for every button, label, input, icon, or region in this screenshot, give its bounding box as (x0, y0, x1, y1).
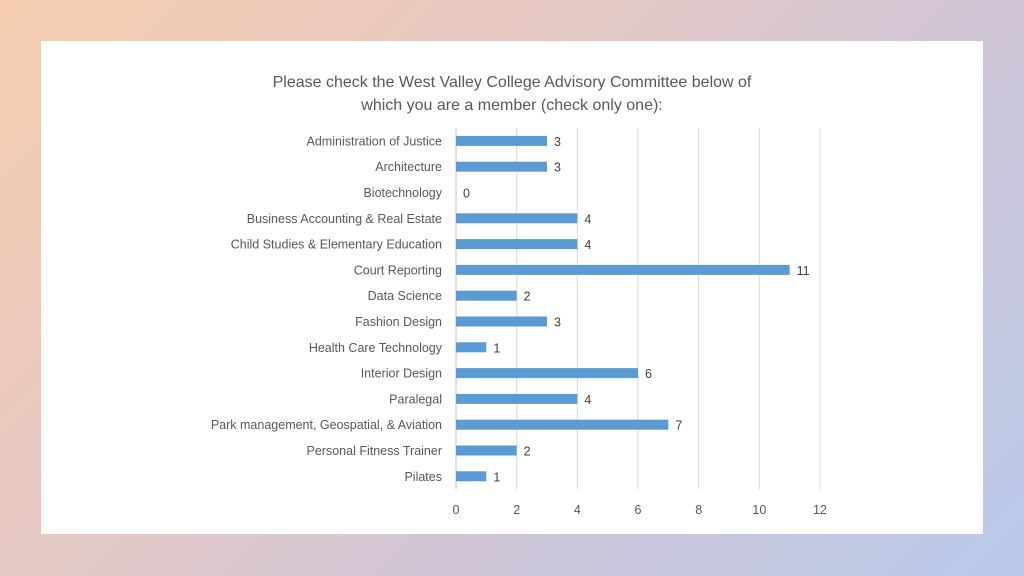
data-label: 1 (493, 341, 500, 355)
category-label: Personal Fitness Trainer (307, 444, 442, 458)
bar-chart-plot: Administration of Justice Architecture Bio… (211, 128, 827, 517)
bar (456, 471, 487, 482)
bar (456, 445, 517, 456)
category-label: Paralegal (389, 392, 442, 406)
x-tick-label: 6 (635, 503, 642, 517)
category-label: Child Studies & Elementary Education (231, 238, 442, 252)
gridlines (455, 128, 821, 490)
category-label: Business Accounting & Real Estate (247, 212, 442, 226)
data-label: 11 (797, 264, 810, 278)
data-label: 3 (554, 316, 561, 330)
data-label: 3 (554, 135, 561, 149)
bar (456, 316, 547, 327)
data-label: 2 (524, 445, 531, 459)
data-label: 4 (584, 238, 591, 252)
bar (456, 213, 578, 224)
chart-title-line-1: Please check the West Valley College Adv… (272, 74, 752, 91)
bar (456, 161, 547, 172)
bar (456, 342, 487, 353)
x-tick-label: 8 (695, 503, 702, 517)
x-tick-label: 4 (574, 503, 581, 517)
category-label: Pilates (404, 470, 442, 484)
bars (456, 135, 790, 482)
category-label: Administration of Justice (307, 134, 443, 148)
category-label: Health Care Technology (309, 341, 443, 355)
x-tick-labels: 0 2 4 6 8 10 12 (453, 503, 827, 517)
data-label: 6 (645, 367, 652, 381)
x-tick-label: 0 (453, 503, 460, 517)
category-label: Data Science (368, 289, 442, 303)
data-label: 3 (554, 161, 561, 175)
category-label: Interior Design (361, 367, 442, 381)
x-tick-label: 10 (752, 503, 766, 517)
bar (456, 135, 547, 146)
data-label: 4 (584, 393, 591, 407)
chart-card: Please check the West Valley College Adv… (41, 41, 983, 534)
bar (456, 290, 517, 301)
category-label: Fashion Design (355, 315, 442, 329)
data-label: 4 (584, 212, 591, 226)
chart-title: Please check the West Valley College Adv… (41, 71, 983, 117)
category-labels: Administration of Justice Architecture Bio… (211, 134, 443, 483)
bar (456, 239, 578, 250)
bar (456, 419, 669, 430)
data-label: 2 (524, 290, 531, 304)
chart-title-line-2: which you are a member (check only one): (361, 97, 663, 114)
data-label: 0 (463, 187, 470, 201)
data-label: 7 (675, 419, 682, 433)
x-tick-label: 12 (813, 503, 827, 517)
bar (456, 393, 578, 404)
data-label: 1 (493, 470, 500, 484)
category-label: Architecture (375, 160, 442, 174)
category-label: Park management, Geospatial, & Aviation (211, 418, 442, 432)
bar (456, 264, 790, 275)
category-label: Biotechnology (363, 186, 442, 200)
category-label: Court Reporting (354, 263, 442, 277)
bar (456, 368, 638, 379)
data-labels: 3 3 0 4 4 11 2 3 1 6 4 7 2 1 (463, 135, 810, 484)
x-tick-label: 2 (513, 503, 520, 517)
